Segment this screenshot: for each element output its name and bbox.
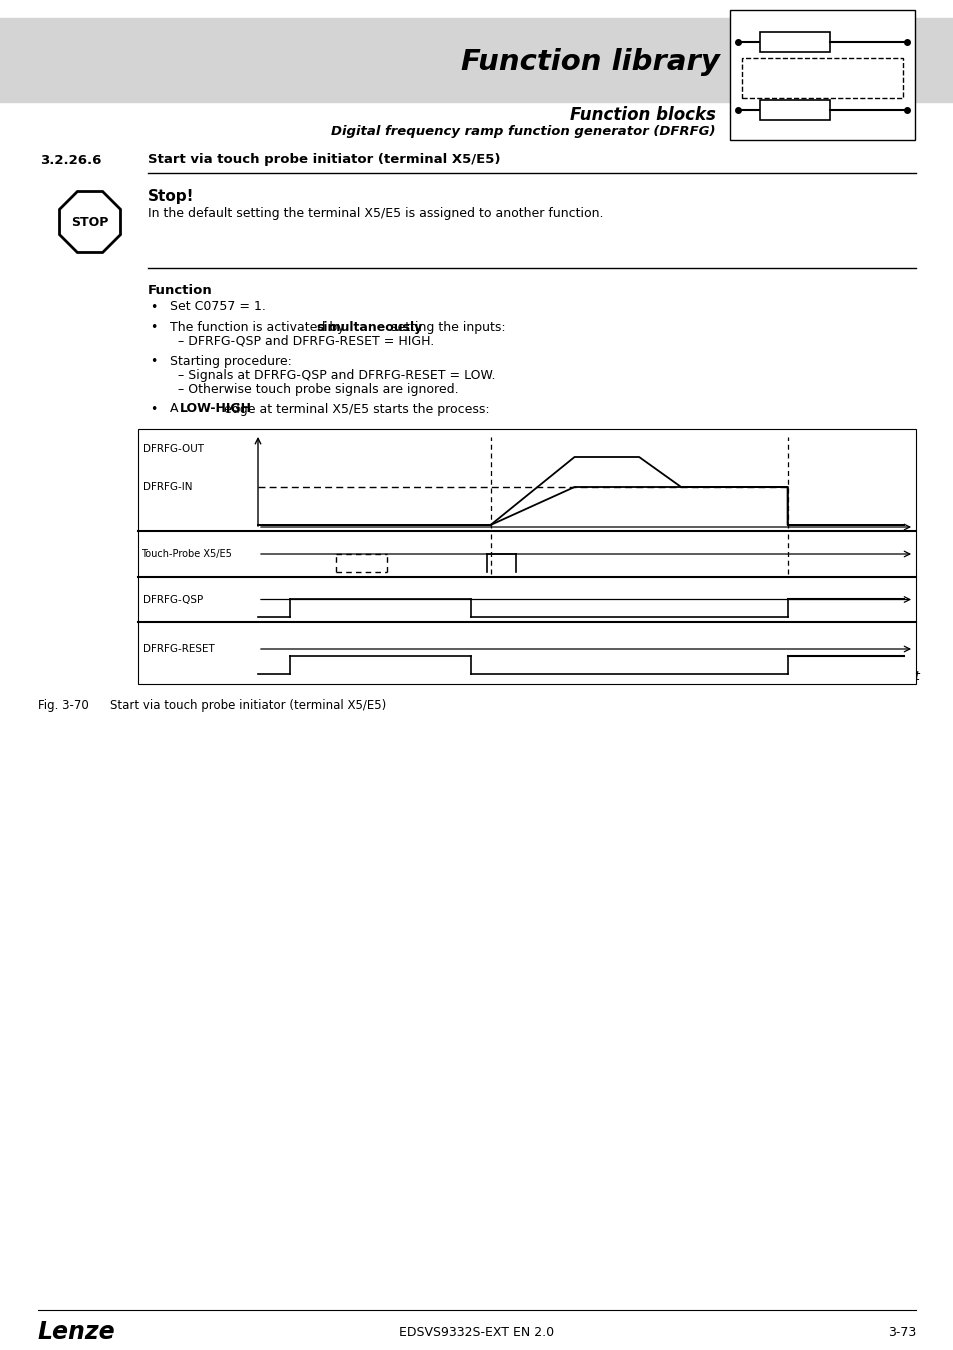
- Polygon shape: [59, 192, 120, 252]
- Text: edge at terminal X5/E5 starts the process:: edge at terminal X5/E5 starts the proces…: [220, 402, 490, 416]
- Text: – Signals at DFRFG-QSP and DFRFG-RESET = LOW.: – Signals at DFRFG-QSP and DFRFG-RESET =…: [178, 369, 495, 382]
- Text: Digital frequency ramp function generator (DFRFG): Digital frequency ramp function generato…: [331, 124, 716, 138]
- Text: Start via touch probe initiator (terminal X5/E5): Start via touch probe initiator (termina…: [110, 699, 386, 713]
- Text: Starting procedure:: Starting procedure:: [170, 355, 292, 367]
- Bar: [760, 100, 829, 120]
- Text: – Otherwise touch probe signals are ignored.: – Otherwise touch probe signals are igno…: [178, 382, 458, 396]
- Text: Function library: Function library: [460, 49, 720, 76]
- Text: DFRFG-QSP: DFRFG-QSP: [143, 594, 203, 605]
- Text: Fig. 3-70: Fig. 3-70: [38, 699, 89, 713]
- Text: Function: Function: [148, 284, 213, 297]
- Text: Lenze: Lenze: [38, 1320, 115, 1345]
- Text: 3.2.26.6: 3.2.26.6: [40, 154, 101, 166]
- Text: Start via touch probe initiator (terminal X5/E5): Start via touch probe initiator (termina…: [148, 154, 500, 166]
- Text: Touch-Probe X5/E5: Touch-Probe X5/E5: [141, 549, 232, 559]
- Bar: [760, 32, 829, 53]
- Text: Set C0757 = 1.: Set C0757 = 1.: [170, 301, 266, 313]
- Text: In the default setting the terminal X5/E5 is assigned to another function.: In the default setting the terminal X5/E…: [148, 208, 603, 220]
- Text: DFRFG-RESET: DFRFG-RESET: [143, 644, 214, 653]
- Text: •: •: [150, 320, 157, 333]
- Bar: [741, 58, 902, 99]
- Text: DFRFG-OUT: DFRFG-OUT: [143, 444, 204, 454]
- Text: 3-73: 3-73: [887, 1326, 915, 1338]
- Text: EDSVS9332S-EXT EN 2.0: EDSVS9332S-EXT EN 2.0: [399, 1326, 554, 1338]
- Text: – DFRFG-QSP and DFRFG-RESET = HIGH.: – DFRFG-QSP and DFRFG-RESET = HIGH.: [178, 335, 434, 347]
- Text: •: •: [150, 301, 157, 313]
- Text: t: t: [913, 670, 918, 683]
- Text: LOW-HIGH: LOW-HIGH: [180, 402, 252, 416]
- Text: STOP: STOP: [71, 216, 109, 228]
- Text: The function is activated by: The function is activated by: [170, 320, 348, 333]
- Text: •: •: [150, 402, 157, 416]
- Bar: [0, 18, 953, 103]
- Text: Function blocks: Function blocks: [570, 107, 716, 124]
- Bar: [729, 9, 914, 140]
- Text: DFRFG-IN: DFRFG-IN: [143, 482, 193, 491]
- Text: Stop!: Stop!: [148, 189, 194, 204]
- Text: A: A: [170, 402, 182, 416]
- Text: setting the inputs:: setting the inputs:: [387, 320, 505, 333]
- Text: •: •: [150, 355, 157, 367]
- Text: simultaneously: simultaneously: [316, 320, 422, 333]
- Bar: [138, 429, 915, 684]
